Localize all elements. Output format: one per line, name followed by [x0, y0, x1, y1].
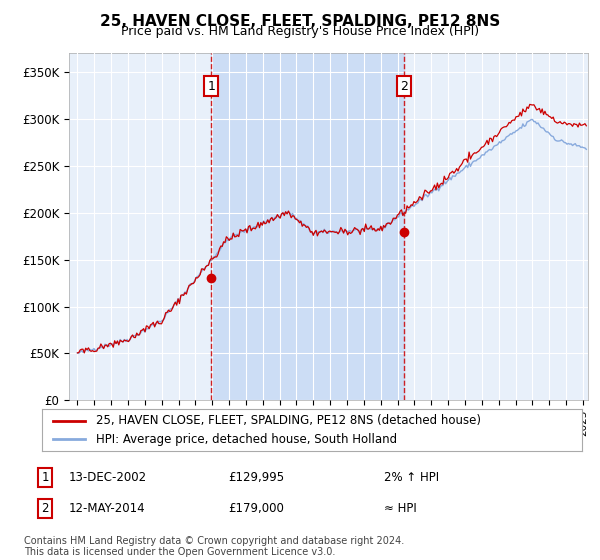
Text: Contains HM Land Registry data © Crown copyright and database right 2024.
This d: Contains HM Land Registry data © Crown c… — [24, 535, 404, 557]
Text: 12-MAY-2014: 12-MAY-2014 — [69, 502, 146, 515]
Bar — [211, 53, 404, 400]
Text: 1: 1 — [208, 80, 215, 92]
Text: 25, HAVEN CLOSE, FLEET, SPALDING, PE12 8NS (detached house): 25, HAVEN CLOSE, FLEET, SPALDING, PE12 8… — [96, 414, 481, 427]
Text: £179,000: £179,000 — [228, 502, 284, 515]
Text: 1: 1 — [41, 471, 49, 484]
Text: ≈ HPI: ≈ HPI — [384, 502, 417, 515]
Text: £129,995: £129,995 — [228, 471, 284, 484]
Text: 13-DEC-2002: 13-DEC-2002 — [69, 471, 147, 484]
Text: 2: 2 — [400, 80, 408, 92]
Text: 2: 2 — [41, 502, 49, 515]
Text: 25, HAVEN CLOSE, FLEET, SPALDING, PE12 8NS: 25, HAVEN CLOSE, FLEET, SPALDING, PE12 8… — [100, 14, 500, 29]
Text: 2% ↑ HPI: 2% ↑ HPI — [384, 471, 439, 484]
Text: HPI: Average price, detached house, South Holland: HPI: Average price, detached house, Sout… — [96, 432, 397, 446]
Text: Price paid vs. HM Land Registry's House Price Index (HPI): Price paid vs. HM Land Registry's House … — [121, 25, 479, 38]
